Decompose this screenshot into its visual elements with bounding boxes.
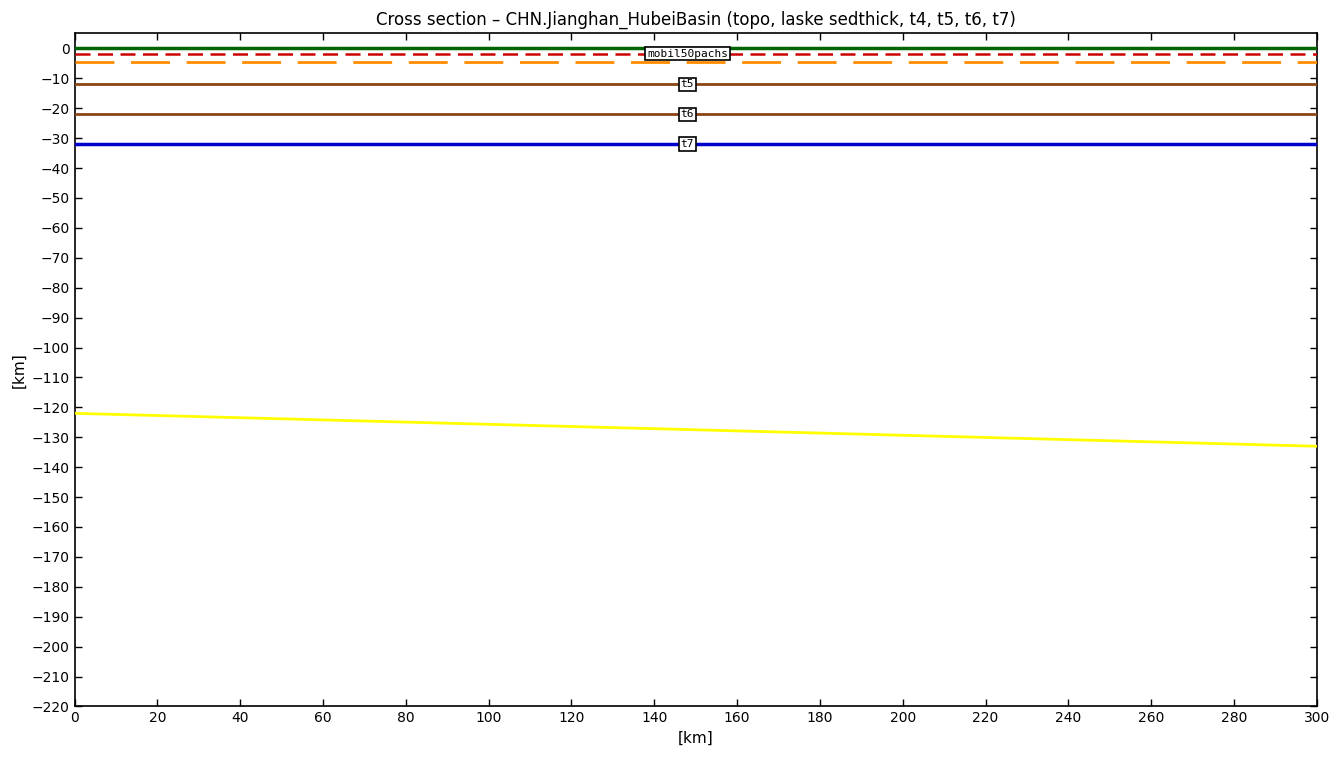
Title: Cross section – CHN.Jianghan_HubeiBasin (topo, laske sedthick, t4, t5, t6, t7): Cross section – CHN.Jianghan_HubeiBasin … — [375, 11, 1015, 30]
Text: t5: t5 — [681, 79, 695, 89]
Y-axis label: [km]: [km] — [11, 352, 25, 388]
Text: t6: t6 — [681, 109, 695, 119]
Text: t7: t7 — [681, 139, 695, 149]
Text: mobil50pachs: mobil50pachs — [646, 48, 728, 59]
X-axis label: [km]: [km] — [677, 731, 713, 746]
